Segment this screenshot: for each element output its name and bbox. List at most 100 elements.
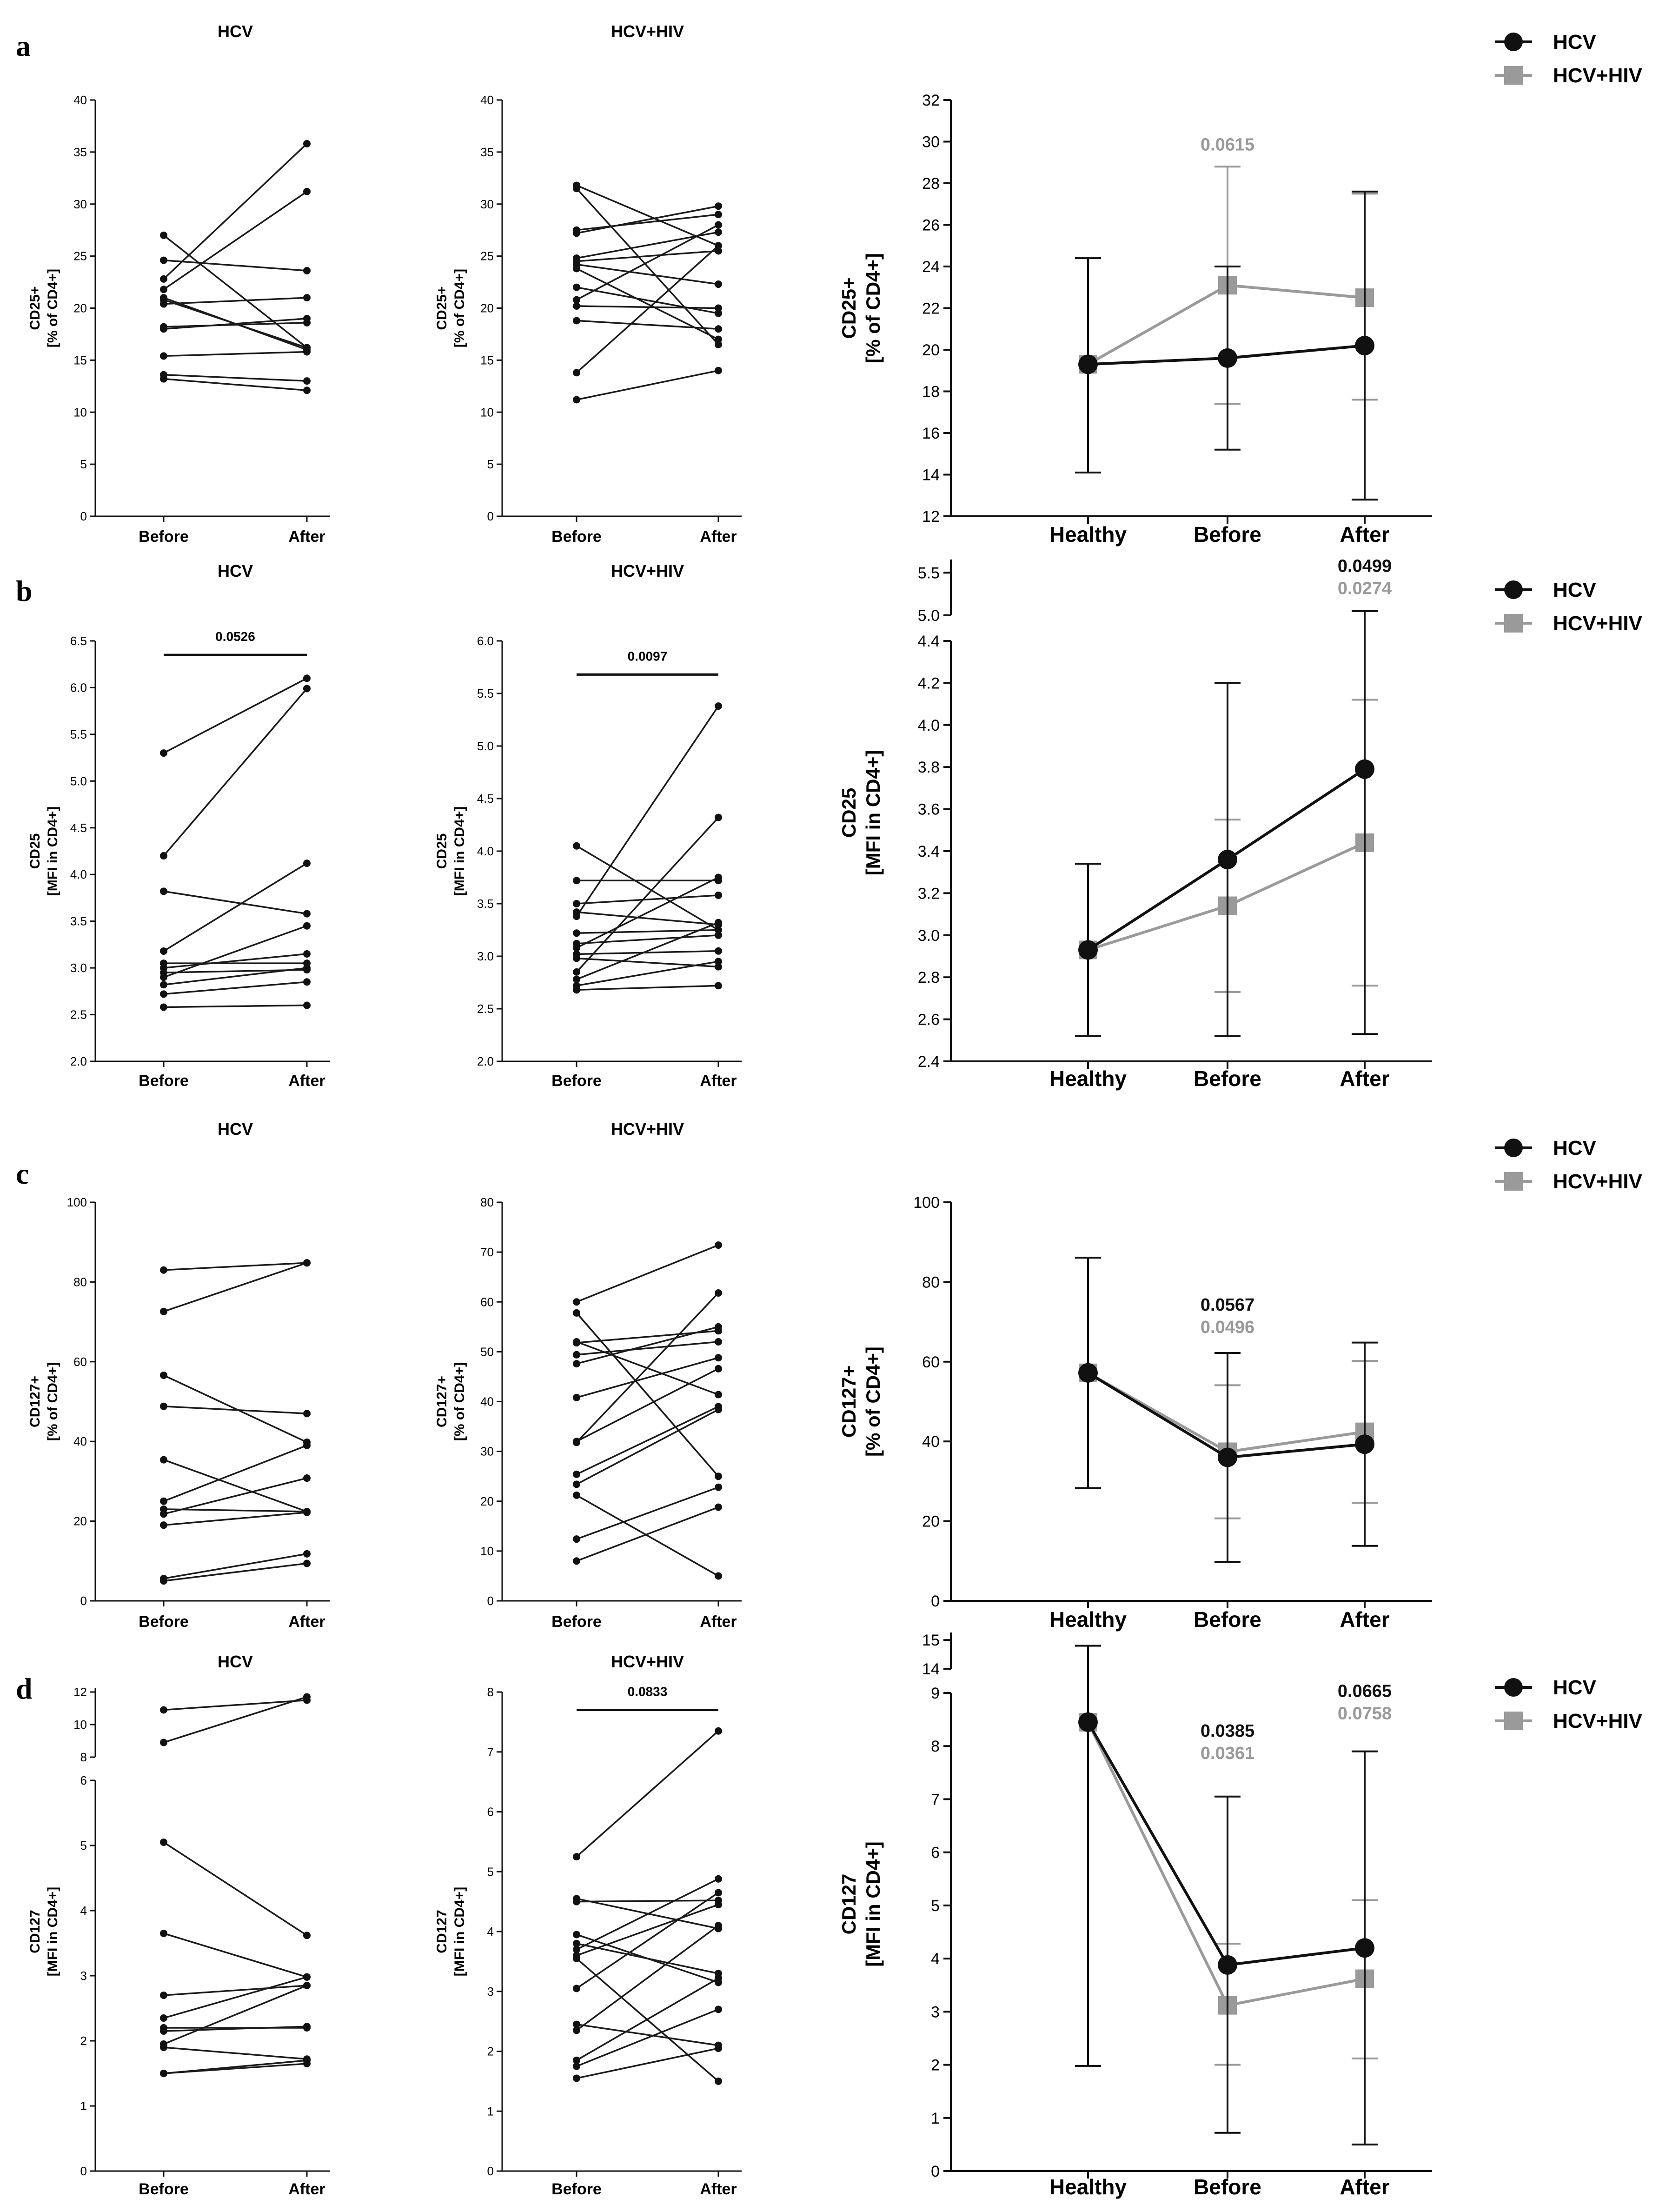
- chart-b-hcv: HCV 2.0 2.5 3.0 3.5 4.0 4.5 5.0 5.5 6.0 6.5 Before A…: [27, 561, 330, 1090]
- data-point: [573, 954, 580, 962]
- y-axis-title-unit: [MFI in CD4+]: [452, 806, 467, 896]
- subject-line: [576, 286, 719, 314]
- y-tick-label: 0: [80, 2164, 87, 2178]
- data-point: [573, 2020, 580, 2028]
- subject-line: [576, 894, 719, 905]
- y-tick-label: 0: [487, 2164, 494, 2178]
- y-tick-label: 4.0: [477, 844, 494, 858]
- data-point: [573, 2074, 580, 2082]
- p-value-hcv: 0.0385: [1201, 1721, 1254, 1741]
- data-point: [573, 975, 580, 983]
- data-point: [715, 919, 722, 926]
- data-point: [303, 187, 311, 195]
- subject-line: [576, 1292, 719, 1443]
- data-point: [715, 813, 722, 821]
- data-point: [573, 229, 580, 237]
- x-tick-label: Before: [551, 1613, 602, 1631]
- subject-line: [576, 934, 719, 945]
- y-tick-label: 60: [922, 1353, 940, 1371]
- subject-line: [576, 305, 719, 309]
- data-point: [573, 877, 580, 885]
- y-axis-title: CD127+: [434, 1376, 450, 1427]
- data-point: [303, 314, 311, 322]
- data-point: [715, 340, 722, 348]
- p-value-hcv-hiv: 0.0361: [1201, 1744, 1254, 1763]
- subject-line: [163, 1445, 307, 1502]
- y-tick-label: 4.5: [70, 821, 87, 835]
- mean-marker-hcv: [1078, 354, 1098, 374]
- subject-line: [576, 876, 719, 949]
- data-point: [160, 1510, 167, 1518]
- y-tick-label: 0: [931, 2163, 940, 2180]
- y-tick-label: 8: [80, 1750, 87, 1764]
- subject-line: [576, 1368, 719, 1442]
- subject-line: [576, 922, 719, 980]
- mean-marker-hcv: [1355, 759, 1374, 779]
- y-tick-label: 0: [487, 1594, 494, 1608]
- data-point: [160, 325, 167, 333]
- data-point: [160, 990, 167, 998]
- y-axis-title-unit: [MFI in CD4+]: [862, 1841, 884, 1967]
- x-tick-label: After: [1340, 522, 1389, 546]
- subject-line: [163, 1262, 307, 1313]
- y-tick-label: 5.0: [70, 774, 87, 788]
- y-tick-label: 2.0: [70, 1054, 87, 1068]
- y-tick-label: 12: [922, 508, 940, 526]
- chart-d-hiv: HCV+HIV 0 1 2 3 4 5 6 7 8 Before After CD127 [MFI in …: [434, 1652, 742, 2198]
- subject-line: [576, 245, 719, 373]
- data-point: [573, 1351, 580, 1359]
- p-value-label: 0.0526: [215, 629, 255, 644]
- data-point: [573, 1339, 580, 1347]
- y-tick-label: 25: [73, 249, 87, 263]
- subject-line: [576, 263, 719, 285]
- subject-line: [163, 1985, 307, 1996]
- y-axis-title: CD127+: [27, 1376, 43, 1427]
- data-point: [160, 286, 167, 293]
- data-point: [573, 1853, 580, 1861]
- legend: HCV HCV+HIV: [1495, 579, 1643, 635]
- x-tick-label: Before: [139, 528, 189, 546]
- subject-line: [576, 929, 719, 934]
- y-tick-label: 32: [922, 92, 940, 109]
- x-tick-label: Before: [1194, 1607, 1261, 1632]
- chart-title: HCV: [218, 1119, 253, 1139]
- data-point: [715, 2045, 722, 2052]
- data-point: [160, 1371, 167, 1379]
- data-point: [715, 1289, 722, 1297]
- data-point: [573, 396, 580, 404]
- y-tick-label: 4: [931, 1950, 940, 1968]
- subject-line: [163, 322, 307, 328]
- subject-line: [163, 2059, 307, 2074]
- data-point: [573, 944, 580, 952]
- x-tick-label: After: [700, 2180, 737, 2198]
- y-axis-title-unit: [MFI in CD4+]: [452, 1887, 467, 1977]
- data-point: [715, 1889, 722, 1897]
- mean-marker-hcv: [1355, 1938, 1374, 1958]
- x-tick-label: After: [288, 1072, 325, 1090]
- subject-line: [163, 925, 307, 978]
- p-value-hcv-hiv: 0.0758: [1338, 1704, 1392, 1724]
- data-point: [303, 910, 311, 918]
- y-tick-label: 60: [73, 1355, 87, 1369]
- data-point: [715, 1323, 722, 1331]
- data-point: [573, 1470, 580, 1478]
- subject-line: [163, 1553, 307, 1579]
- y-tick-label: 0: [931, 1592, 940, 1610]
- chart-title: HCV: [218, 1652, 253, 1671]
- y-tick-label: 2.6: [918, 1011, 940, 1029]
- x-tick-label: Before: [551, 1072, 602, 1090]
- subject-line: [576, 1730, 719, 1858]
- data-point: [303, 1550, 311, 1558]
- y-tick-label: 4.4: [918, 633, 940, 650]
- subject-line: [576, 1341, 719, 1356]
- y-tick-label: 24: [922, 258, 940, 276]
- y-tick-label: 5: [487, 1865, 494, 1879]
- y-tick-label: 80: [73, 1275, 87, 1289]
- legend-marker-hcv: [1504, 1139, 1523, 1157]
- chart-b-sum: 2.4 2.6 2.8 3.0 3.2 3.4 3.6 3.8 4.0 4.2 4.4 5.0 5.5 H…: [838, 557, 1432, 1091]
- chart-a-hiv: HCV+HIV 0 5 10 15 20 25 30 35 40 Before After CD25+[…: [434, 22, 742, 546]
- data-point: [573, 929, 580, 937]
- panel-letter-c: c: [16, 1157, 29, 1190]
- data-point: [573, 2062, 580, 2070]
- y-tick-label: 10: [73, 1718, 87, 1732]
